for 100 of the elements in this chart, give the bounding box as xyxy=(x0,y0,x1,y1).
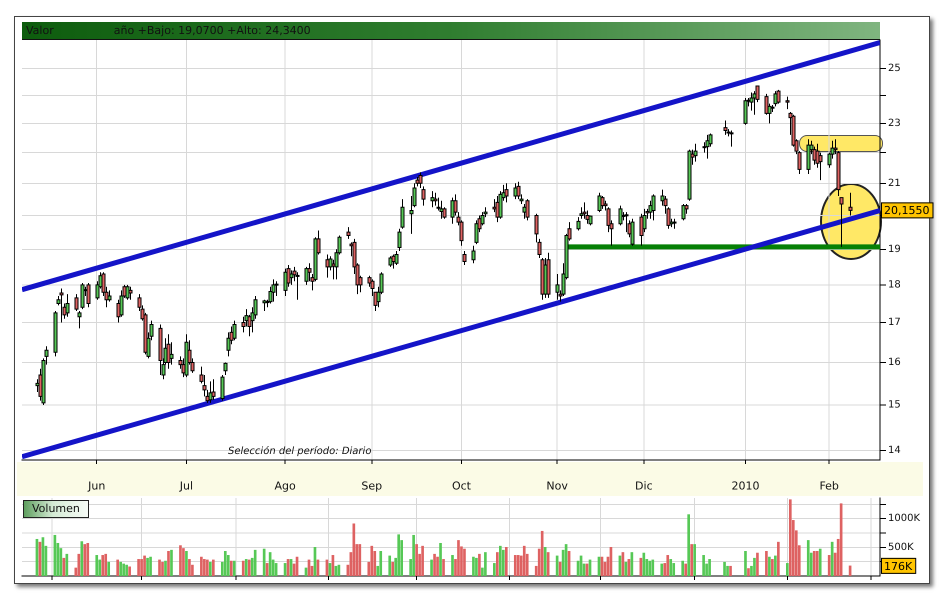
bar xyxy=(104,554,108,576)
bar xyxy=(212,560,215,576)
bar xyxy=(436,556,439,576)
bar xyxy=(284,563,286,576)
bar xyxy=(756,552,759,576)
bar xyxy=(514,555,517,576)
bar xyxy=(200,556,203,576)
bar xyxy=(254,550,257,576)
bar xyxy=(457,540,460,576)
bar xyxy=(812,551,816,576)
bar xyxy=(158,560,161,576)
x-tick-label: Oct xyxy=(452,479,472,492)
bar xyxy=(442,559,445,576)
bar xyxy=(451,555,454,576)
bar xyxy=(580,556,582,576)
bar xyxy=(286,559,290,576)
bar xyxy=(54,534,56,576)
bar xyxy=(684,564,688,576)
bar xyxy=(744,551,747,576)
bar xyxy=(648,560,652,576)
bar xyxy=(248,560,251,576)
bar xyxy=(729,566,732,576)
bar xyxy=(610,546,612,576)
bar xyxy=(206,560,209,576)
bar xyxy=(439,542,442,576)
bar xyxy=(624,562,628,576)
bar xyxy=(125,564,128,576)
x-tick-label: Feb xyxy=(819,479,839,492)
bar xyxy=(146,558,149,576)
bar xyxy=(143,556,146,576)
x-tick-label: Jul xyxy=(178,479,194,492)
bar xyxy=(62,558,66,576)
bar xyxy=(786,563,789,576)
bar xyxy=(379,551,382,576)
y-tick-label: 14 xyxy=(888,445,901,456)
bar xyxy=(516,555,520,576)
bar xyxy=(182,548,185,576)
bar xyxy=(493,563,496,576)
bar xyxy=(622,552,624,576)
bar xyxy=(242,560,245,576)
annotation: Selección del período: Diario xyxy=(228,446,372,457)
bar xyxy=(226,555,230,576)
bar xyxy=(771,559,774,576)
bar xyxy=(83,544,86,576)
text: 176K xyxy=(884,560,913,573)
bar xyxy=(828,555,831,576)
bar xyxy=(149,556,152,576)
bar xyxy=(693,544,696,576)
bar xyxy=(370,546,374,576)
bar xyxy=(328,563,332,576)
bar xyxy=(107,562,110,576)
bar xyxy=(723,562,726,576)
bar xyxy=(777,542,780,576)
bar xyxy=(42,537,44,576)
bar xyxy=(848,566,852,576)
bar xyxy=(304,568,308,576)
bar xyxy=(415,544,418,576)
bar xyxy=(128,566,131,576)
bar xyxy=(209,562,212,576)
bar xyxy=(618,556,622,576)
y-tick-label: 1000K xyxy=(888,513,920,524)
bar xyxy=(185,551,188,576)
bar xyxy=(179,545,182,576)
bar xyxy=(334,566,338,576)
bar xyxy=(290,559,292,576)
bar xyxy=(338,564,340,576)
bar xyxy=(564,544,568,576)
bar xyxy=(188,559,191,576)
bar xyxy=(502,550,505,576)
bar xyxy=(95,555,98,576)
bar xyxy=(352,523,356,576)
bar xyxy=(816,551,819,576)
bar xyxy=(412,534,415,576)
bar xyxy=(651,560,654,576)
bar xyxy=(666,555,670,576)
bar xyxy=(164,560,167,576)
y-tick-label: 16 xyxy=(888,357,901,368)
bar xyxy=(830,542,834,576)
bar xyxy=(478,554,481,576)
bar xyxy=(161,562,164,576)
bar xyxy=(167,551,170,576)
bar xyxy=(540,530,544,576)
bar xyxy=(472,556,475,576)
text: 20,1550 xyxy=(884,204,930,218)
bar xyxy=(681,560,684,576)
bar xyxy=(77,554,80,576)
bar xyxy=(522,546,526,576)
bar xyxy=(690,544,693,576)
bar xyxy=(268,552,272,576)
bar xyxy=(463,548,466,576)
bar xyxy=(101,555,104,576)
bar xyxy=(421,546,424,576)
bar xyxy=(140,559,143,576)
y-tick-label: 18 xyxy=(888,279,901,290)
y-tick-label: 15 xyxy=(888,400,901,411)
bar xyxy=(586,564,588,576)
bar xyxy=(499,546,502,576)
bar xyxy=(568,551,570,576)
bar xyxy=(475,558,478,576)
bar xyxy=(546,552,550,576)
